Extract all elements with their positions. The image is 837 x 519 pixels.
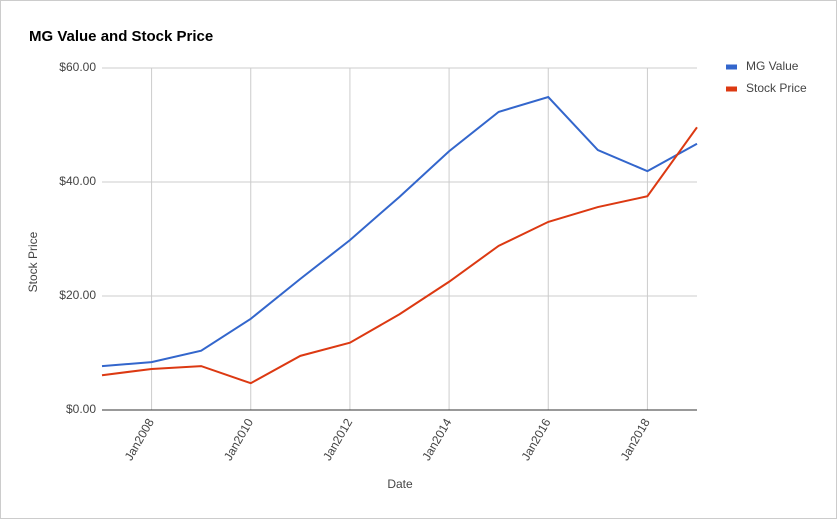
line-series [101,126,698,385]
y-tick-label: $40.00 [59,174,96,188]
y-tick-label: $20.00 [59,288,96,302]
line-series [101,95,698,368]
legend-swatch [726,86,737,92]
y-axis-title: Stock Price [26,231,40,292]
legend-label: MG Value [746,59,799,73]
legend-swatch [726,64,737,70]
legend-label: Stock Price [746,81,807,95]
chart-title: MG Value and Stock Price [29,28,213,45]
x-axis-title: Date [387,477,413,491]
y-tick-label: $0.00 [66,402,96,416]
y-tick-label: $60.00 [59,60,96,74]
